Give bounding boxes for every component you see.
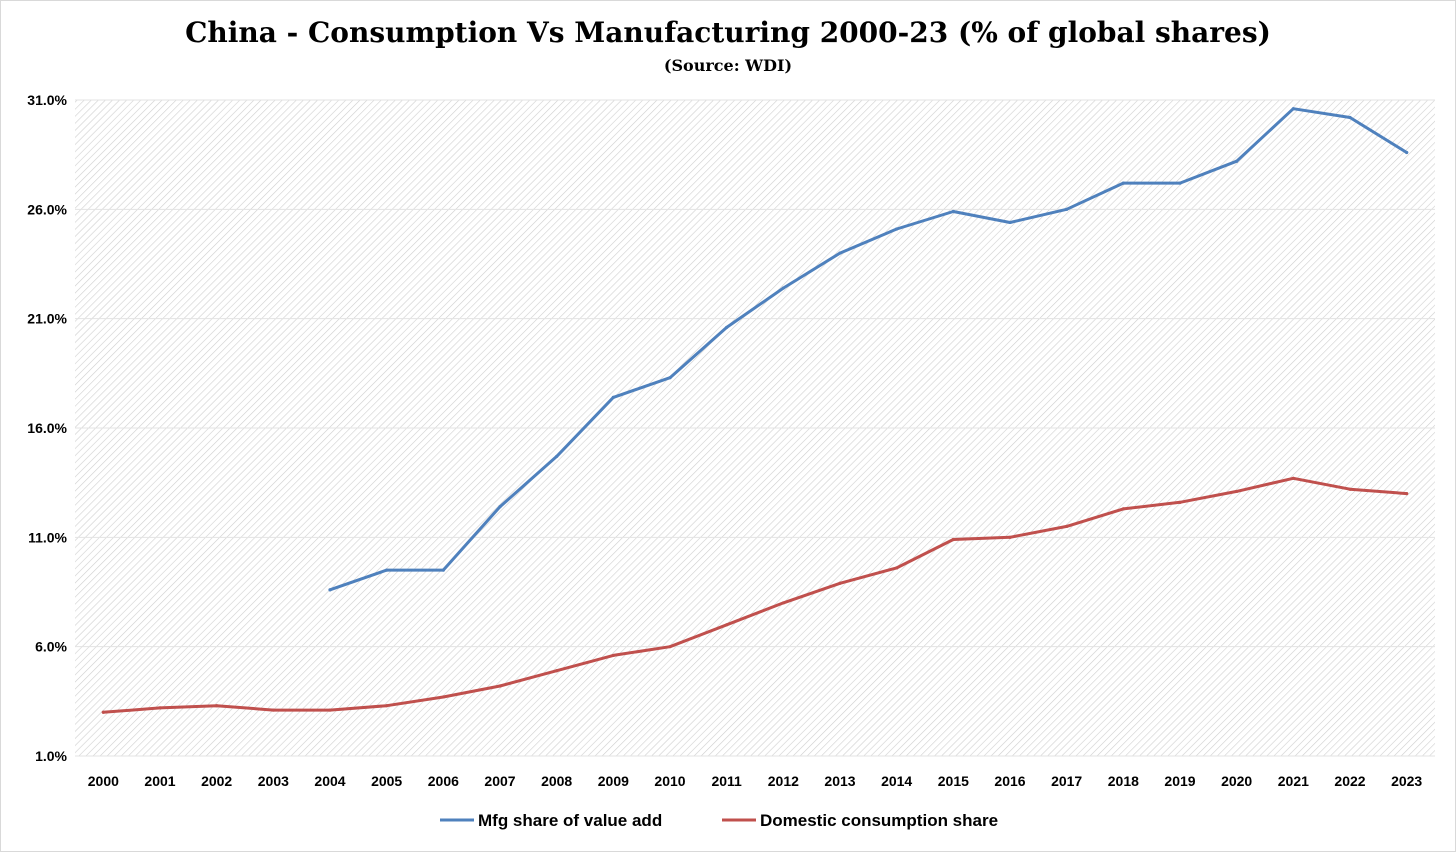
data-point-mfg-share-of-value-add [1405,150,1409,155]
data-point-mfg-share-of-value-add [951,209,955,214]
x-tick-label: 2021 [1278,773,1309,789]
legend-label: Mfg share of value add [478,811,662,830]
data-point-mfg-share-of-value-add [328,588,332,592]
data-point-domestic-consumption-share [1121,507,1125,511]
x-tick-label: 2000 [88,773,119,789]
data-point-domestic-consumption-share [1291,476,1295,480]
x-tick-label: 2019 [1164,773,1195,789]
series-line-domestic-consumption-share [101,476,1409,714]
data-point-domestic-consumption-share [385,704,389,708]
x-tick-label: 2012 [768,773,799,789]
chart-title: China - Consumption Vs Manufacturing 200… [185,16,1271,49]
data-point-domestic-consumption-share [1405,492,1409,496]
data-point-mfg-share-of-value-add [668,376,672,380]
y-tick-label: 6.0% [35,639,67,655]
data-point-domestic-consumption-share [781,601,785,605]
data-point-domestic-consumption-share [725,623,729,627]
data-point-mfg-share-of-value-add [1008,220,1012,225]
data-point-domestic-consumption-share [215,704,219,708]
x-tick-label: 2018 [1108,773,1139,789]
x-tick-label: 2004 [314,773,345,789]
x-tick-label: 2023 [1391,773,1422,789]
data-point-mfg-share-of-value-add [555,454,559,459]
y-tick-label: 1.0% [35,748,67,764]
data-point-domestic-consumption-share [1235,489,1239,494]
y-tick-label: 21.0% [27,311,67,327]
x-tick-label: 2016 [994,773,1025,789]
data-point-mfg-share-of-value-add [838,251,842,255]
chart-subtitle: (Source: WDI) [663,56,793,75]
data-point-domestic-consumption-share [328,708,332,712]
data-point-domestic-consumption-share [895,566,899,570]
data-point-domestic-consumption-share [611,653,615,658]
data-point-mfg-share-of-value-add [1291,107,1295,111]
x-tick-label: 2020 [1221,773,1252,789]
data-point-mfg-share-of-value-add [1121,181,1125,185]
x-tick-label: 2017 [1051,773,1082,789]
x-tick-label: 2005 [371,773,402,789]
data-point-mfg-share-of-value-add [895,227,899,231]
x-tick-label: 2002 [201,773,232,789]
data-point-mfg-share-of-value-add [441,568,445,572]
x-tick-label: 2006 [428,773,459,789]
y-tick-label: 16.0% [27,420,67,436]
x-tick-label: 2008 [541,773,572,789]
y-tick-label: 11.0% [28,529,67,545]
data-point-mfg-share-of-value-add [1348,115,1352,120]
data-point-domestic-consumption-share [668,645,672,649]
x-tick-label: 2022 [1334,773,1365,789]
data-point-mfg-share-of-value-add [725,325,729,330]
data-point-domestic-consumption-share [838,581,842,585]
data-point-mfg-share-of-value-add [1178,181,1182,185]
data-point-mfg-share-of-value-add [385,568,389,572]
data-point-mfg-share-of-value-add [498,505,502,509]
data-point-domestic-consumption-share [1065,524,1069,529]
x-tick-label: 2009 [598,773,629,789]
data-point-domestic-consumption-share [951,537,955,542]
data-point-domestic-consumption-share [101,710,105,714]
x-tick-label: 2003 [258,773,289,789]
data-point-domestic-consumption-share [441,695,445,699]
data-point-domestic-consumption-share [1178,500,1182,504]
data-point-mfg-share-of-value-add [611,395,615,399]
x-tick-label: 2011 [711,773,742,789]
data-point-mfg-share-of-value-add [1235,159,1239,163]
data-point-domestic-consumption-share [498,684,502,688]
data-point-mfg-share-of-value-add [781,286,785,290]
data-point-domestic-consumption-share [1008,535,1012,539]
y-tick-label: 31.0% [27,92,67,108]
x-tick-label: 2001 [144,773,175,789]
data-point-domestic-consumption-share [555,669,559,673]
data-point-mfg-share-of-value-add [1065,207,1069,211]
x-tick-label: 2013 [824,773,855,789]
x-tick-label: 2014 [881,773,912,789]
y-tick-label: 26.0% [27,201,67,217]
data-point-domestic-consumption-share [271,708,275,712]
x-tick-label: 2015 [938,773,969,789]
legend-label: Domestic consumption share [760,811,998,830]
data-point-domestic-consumption-share [158,706,162,710]
series-line-mfg-share-of-value-add [328,107,1409,592]
x-tick-label: 2010 [654,773,685,789]
data-point-domestic-consumption-share [1348,487,1352,491]
x-tick-label: 2007 [484,773,515,789]
